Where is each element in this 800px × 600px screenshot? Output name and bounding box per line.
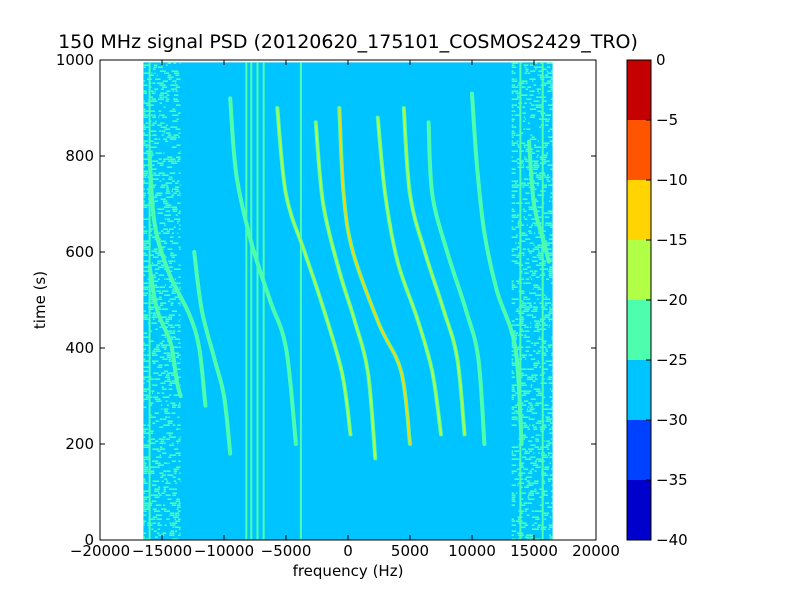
colorbar-level — [627, 180, 651, 240]
colorbar-level — [627, 240, 651, 300]
plot-area — [99, 59, 597, 541]
doppler-trace — [427, 121, 486, 445]
colorbar-level — [627, 300, 651, 360]
colorbar-tick-label: −35 — [656, 471, 688, 489]
x-tick-label: −10000 — [194, 542, 254, 560]
doppler-trace — [528, 140, 550, 263]
y-tick-label: 200 — [65, 435, 94, 453]
colorbar-tick-label: −20 — [656, 291, 688, 309]
colorbar-level — [627, 120, 651, 180]
x-tick-label: 10000 — [448, 542, 496, 560]
colorbar-level — [627, 480, 651, 540]
colorbar-tick-label: 0 — [656, 51, 666, 69]
doppler-trace — [276, 107, 352, 436]
doppler-trace — [338, 107, 411, 445]
colorbar-tick-label: −10 — [656, 171, 688, 189]
colorbar-tick-label: −25 — [656, 351, 688, 369]
doppler-trace — [229, 97, 297, 445]
x-tick-label: −20000 — [70, 542, 130, 560]
doppler-trace — [148, 265, 182, 397]
doppler-trace — [148, 155, 207, 407]
x-tick-label: 0 — [343, 542, 353, 560]
doppler-trace — [193, 251, 232, 455]
doppler-trace — [402, 107, 466, 436]
x-tick-label: 15000 — [510, 542, 558, 560]
y-tick-label: 1000 — [56, 51, 94, 69]
colorbar-tick-label: −30 — [656, 411, 688, 429]
colorbar-level — [627, 420, 651, 480]
x-tick-label: −5000 — [261, 542, 312, 560]
colorbar-tick-label: −40 — [656, 531, 688, 549]
doppler-trace — [471, 92, 523, 445]
chart-title: 150 MHz signal PSD (20120620_175101_COSM… — [58, 31, 638, 53]
y-axis-label: time (s) — [31, 271, 49, 329]
x-tick-label: 20000 — [572, 542, 620, 560]
colorbar-tick-label: −5 — [656, 111, 678, 129]
colorbar-level — [627, 360, 651, 420]
colorbar-level — [627, 60, 651, 120]
x-tick-label: 5000 — [391, 542, 429, 560]
doppler-trace — [314, 121, 377, 460]
x-axis: −20000 −15000 −10000 −5000 0 5000 10000 15000 20… — [70, 60, 620, 560]
x-tick-label: −15000 — [132, 542, 192, 560]
x-axis-label: frequency (Hz) — [293, 562, 404, 580]
y-tick-label: 0 — [84, 531, 94, 549]
y-axis: 0 200 400 600 800 1000 — [56, 51, 596, 549]
doppler-trace — [376, 116, 442, 436]
colorbar: 0 −5 −10 −15 −20 −25 −30 −35 −40 — [626, 51, 688, 549]
data-layer — [143, 62, 553, 540]
y-tick-label: 800 — [65, 147, 94, 165]
colorbar-tick-label: −15 — [656, 231, 688, 249]
y-tick-label: 600 — [65, 243, 94, 261]
y-tick-label: 400 — [65, 339, 94, 357]
